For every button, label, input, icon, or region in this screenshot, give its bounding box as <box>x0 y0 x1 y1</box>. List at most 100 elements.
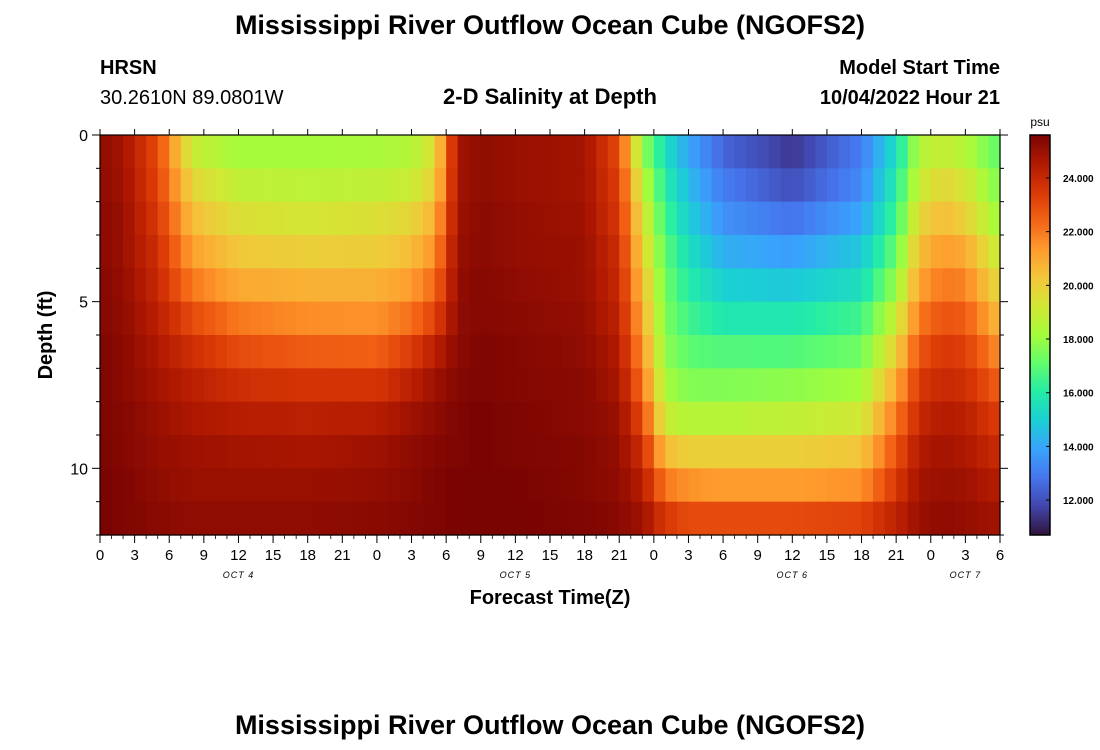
heatmap-cell <box>134 368 147 403</box>
heatmap-cell <box>550 501 563 536</box>
heatmap-cell <box>296 401 309 436</box>
heatmap-cell <box>365 268 378 303</box>
heatmap-cell <box>526 201 540 236</box>
heatmap-cell <box>111 268 124 303</box>
heatmap-cell <box>573 468 586 503</box>
heatmap-cell <box>815 135 828 169</box>
x-tick-label: 3 <box>961 547 969 564</box>
heatmap-cell <box>596 301 609 336</box>
heatmap-cell <box>965 301 978 336</box>
heatmap-cell <box>538 501 551 536</box>
heatmap-cell <box>492 435 505 469</box>
heatmap-cell <box>861 135 874 169</box>
heatmap-cell <box>907 501 920 536</box>
heatmap-cell <box>169 468 182 503</box>
heatmap-cell <box>942 201 955 236</box>
heatmap-cell <box>561 235 574 269</box>
heatmap-cell <box>376 368 390 403</box>
heatmap-cell <box>561 168 574 203</box>
heatmap-cell <box>884 201 897 236</box>
heatmap-cell <box>965 501 978 536</box>
heatmap-cell <box>238 268 251 303</box>
heatmap-cell <box>538 335 551 369</box>
heatmap-cell <box>526 168 540 203</box>
heatmap-cell <box>953 368 966 403</box>
heatmap-cell <box>480 435 493 469</box>
heatmap-cell <box>330 468 343 503</box>
heatmap-cell <box>607 268 620 303</box>
heatmap-cell <box>250 435 263 469</box>
heatmap-cell <box>630 201 643 236</box>
heatmap-cell <box>192 501 205 536</box>
heatmap-cell <box>203 201 216 236</box>
heatmap-cell <box>873 501 886 536</box>
heatmap-cell <box>734 268 747 303</box>
heatmap-cell <box>711 235 724 269</box>
heatmap-cell <box>792 401 805 436</box>
heatmap-cell <box>492 235 505 269</box>
heatmap-cell <box>769 268 782 303</box>
heatmap-cell <box>584 335 597 369</box>
heatmap-cell <box>815 268 828 303</box>
heatmap-cell <box>457 468 470 503</box>
heatmap-cell <box>734 501 747 536</box>
heatmap-cell <box>757 401 770 436</box>
heatmap-cell <box>907 301 920 336</box>
heatmap-cell <box>250 301 263 336</box>
heatmap-cell <box>584 468 597 503</box>
heatmap-cell <box>630 435 643 469</box>
heatmap-cell <box>111 201 124 236</box>
heatmap-cell <box>561 301 574 336</box>
heatmap-cell <box>700 135 713 169</box>
heatmap-cell <box>457 135 470 169</box>
heatmap-cell <box>907 468 920 503</box>
heatmap-cell <box>146 168 159 203</box>
heatmap-cell <box>111 401 124 436</box>
heatmap-cell <box>676 468 690 503</box>
heatmap-cell <box>353 201 366 236</box>
heatmap-cell <box>538 235 551 269</box>
heatmap-cell <box>342 235 355 269</box>
heatmap-cell <box>942 401 955 436</box>
heatmap-cell <box>226 235 240 269</box>
heatmap-cell <box>203 235 216 269</box>
heatmap-cell <box>307 335 320 369</box>
heatmap-cell <box>619 435 632 469</box>
heatmap-cell <box>676 135 690 169</box>
heatmap-cell <box>988 168 1001 203</box>
heatmap-cell <box>642 135 655 169</box>
heatmap-cell <box>480 268 493 303</box>
heatmap-cell <box>642 201 655 236</box>
heatmap-cell <box>215 168 228 203</box>
heatmap-cell <box>273 168 286 203</box>
heatmap-cell <box>826 468 840 503</box>
heatmap-cell <box>365 368 378 403</box>
day-label: OCT 5 <box>500 570 532 580</box>
heatmap-cell <box>792 201 805 236</box>
heatmap-cell <box>319 368 332 403</box>
heatmap-cell <box>250 368 263 403</box>
heatmap-cell <box>423 135 436 169</box>
day-label: OCT 7 <box>950 570 982 580</box>
heatmap-cell <box>134 235 147 269</box>
heatmap-cell <box>676 368 690 403</box>
heatmap-cell <box>838 168 851 203</box>
heatmap-cell <box>861 268 874 303</box>
heatmap-cell <box>273 501 286 536</box>
heatmap-cell <box>711 368 724 403</box>
heatmap-cell <box>146 201 159 236</box>
heatmap-cell <box>284 468 297 503</box>
heatmap-cell <box>100 301 113 336</box>
heatmap-cell <box>653 301 666 336</box>
heatmap-cell <box>919 235 932 269</box>
heatmap-cell <box>873 235 886 269</box>
heatmap-cell <box>642 268 655 303</box>
heatmap-cell <box>411 468 424 503</box>
heatmap-cell <box>965 435 978 469</box>
heatmap-cell <box>226 301 240 336</box>
heatmap-cell <box>607 501 620 536</box>
heatmap-cell <box>723 435 736 469</box>
heatmap-cell <box>584 435 597 469</box>
heatmap-cell <box>261 135 274 169</box>
heatmap-cell <box>180 268 193 303</box>
